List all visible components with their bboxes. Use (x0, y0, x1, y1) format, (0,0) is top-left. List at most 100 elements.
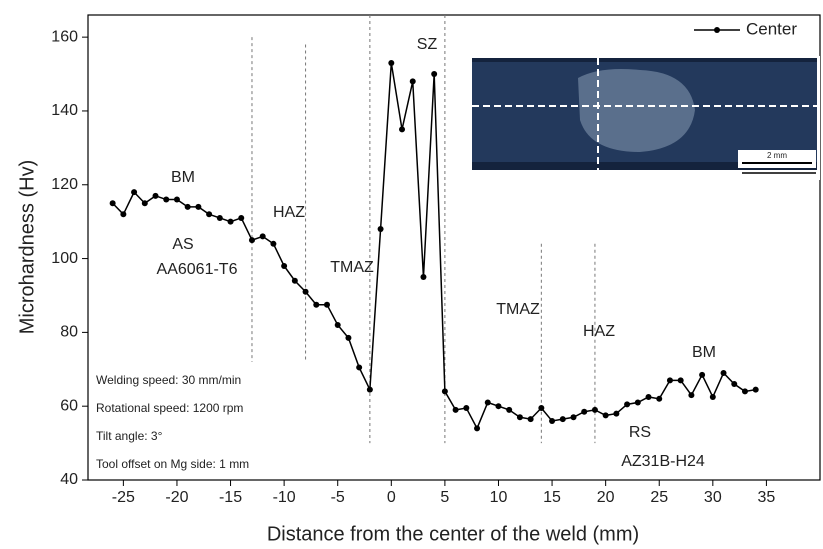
data-point (195, 203, 202, 210)
data-point (559, 416, 566, 423)
y-tick-label: 120 (51, 176, 78, 193)
zone-label: TMAZ (330, 259, 374, 276)
data-point (184, 203, 191, 210)
data-point (281, 262, 288, 269)
data-point (452, 406, 459, 413)
data-point (441, 388, 448, 395)
data-point (206, 211, 213, 218)
data-point (495, 403, 502, 410)
x-tick-label: 15 (543, 489, 561, 506)
x-tick-label: 5 (440, 489, 449, 506)
y-axis-label: Microhardness (Hv) (16, 160, 38, 334)
data-point (270, 240, 277, 247)
x-tick-label: -15 (219, 489, 242, 506)
data-point (248, 237, 255, 244)
data-point (173, 196, 180, 203)
data-point (516, 414, 523, 421)
data-point (484, 399, 491, 406)
data-point (677, 377, 684, 384)
y-tick-label: 40 (60, 471, 78, 488)
data-point (323, 301, 330, 308)
inset-scale-label: 2 mm (767, 151, 787, 160)
data-point (356, 364, 363, 371)
data-point (377, 226, 384, 233)
x-tick-label: 30 (704, 489, 722, 506)
x-tick-label: -20 (165, 489, 188, 506)
zone-label: HAZ (273, 204, 305, 221)
data-point (141, 200, 148, 207)
data-point (163, 196, 170, 203)
data-point (409, 78, 416, 85)
data-point (345, 334, 352, 341)
data-point (431, 71, 438, 78)
x-tick-label: 25 (650, 489, 668, 506)
data-point (120, 211, 127, 218)
data-point (656, 395, 663, 402)
x-axis-label: Distance from the center of the weld (mm… (267, 523, 639, 545)
data-point (741, 388, 748, 395)
data-point (527, 416, 534, 423)
data-point (666, 377, 673, 384)
zone-label: SZ (417, 36, 438, 53)
data-point (645, 393, 652, 400)
data-point (634, 399, 641, 406)
zone-label: BM (171, 169, 195, 186)
data-point (109, 200, 116, 207)
zone-label: TMAZ (496, 301, 540, 318)
data-point (388, 59, 395, 66)
data-point (591, 406, 598, 413)
data-point (420, 274, 427, 281)
x-tick-label: -5 (331, 489, 345, 506)
condition-note: Welding speed: 30 mm/min (96, 373, 241, 387)
data-point (752, 386, 759, 393)
x-tick-label: 0 (387, 489, 396, 506)
x-tick-label: 20 (597, 489, 615, 506)
zone-label: RS (629, 424, 651, 441)
x-tick-label: -25 (112, 489, 135, 506)
y-tick-label: 100 (51, 250, 78, 267)
data-point (602, 412, 609, 419)
data-point (131, 189, 138, 196)
data-point (366, 386, 373, 393)
condition-note: Tilt angle: 3° (96, 429, 163, 443)
data-point (399, 126, 406, 133)
condition-note: Rotational speed: 1200 rpm (96, 401, 243, 415)
zone-label: AZ31B-H24 (621, 453, 705, 470)
x-tick-label: 35 (758, 489, 776, 506)
data-point (581, 408, 588, 415)
y-tick-label: 140 (51, 102, 78, 119)
legend-marker (714, 27, 720, 33)
data-point (216, 214, 223, 221)
data-point (238, 214, 245, 221)
data-point (613, 410, 620, 417)
x-tick-label: 10 (490, 489, 508, 506)
data-point (474, 425, 481, 432)
zone-label: AS (172, 236, 193, 253)
data-point (259, 233, 266, 240)
data-point (334, 322, 341, 328)
data-point (549, 417, 556, 424)
zone-label: AA6061-T6 (157, 261, 238, 278)
data-point (709, 393, 716, 400)
data-point (731, 381, 738, 388)
data-point (624, 401, 631, 408)
data-point (699, 371, 706, 378)
y-tick-label: 160 (51, 28, 78, 45)
y-tick-label: 80 (60, 324, 78, 341)
data-point (506, 406, 513, 413)
data-point (291, 277, 298, 284)
condition-note: Tool offset on Mg side: 1 mm (96, 457, 249, 471)
data-point (720, 369, 727, 376)
data-point (538, 405, 545, 412)
legend-label: Center (746, 19, 797, 38)
y-tick-label: 60 (60, 397, 78, 414)
inset-photo: 2 mm (470, 56, 820, 180)
data-point (463, 405, 470, 412)
x-tick-label: -10 (273, 489, 296, 506)
zone-label: BM (692, 344, 716, 361)
data-point (302, 288, 309, 295)
data-point (227, 218, 234, 225)
data-point (152, 192, 159, 199)
data-point (570, 414, 577, 421)
